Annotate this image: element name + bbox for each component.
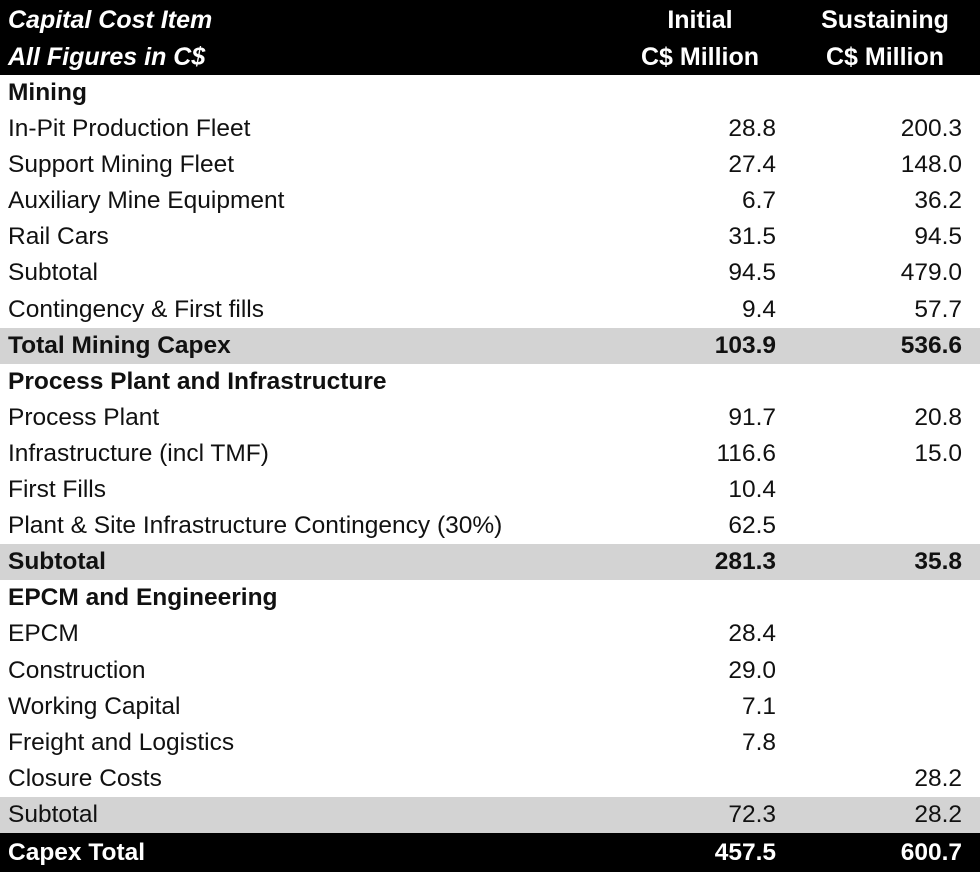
- table-row: Working Capital 7.1: [0, 689, 980, 725]
- initial-value: 28.4: [728, 620, 776, 648]
- initial-value: 31.5: [728, 223, 776, 251]
- sustaining-value: 15.0: [914, 439, 962, 467]
- table-row: Closure Costs 28.2: [0, 761, 980, 797]
- initial-value: 27.4: [728, 151, 776, 179]
- row-label: Infrastructure (incl TMF): [8, 439, 269, 467]
- row-label: Subtotal: [8, 259, 98, 287]
- row-label: Construction: [8, 656, 146, 684]
- row-label: Subtotal: [8, 548, 106, 576]
- row-label: Working Capital: [8, 692, 181, 720]
- initial-value: 457.5: [714, 838, 776, 866]
- subtotal-row: Total Mining Capex 103.9 536.6: [0, 327, 980, 364]
- sustaining-value: 35.8: [914, 548, 962, 576]
- table-row: Infrastructure (incl TMF) 116.6 15.0: [0, 436, 980, 472]
- row-label: Capex Total: [8, 838, 146, 866]
- section-header-row: Process Plant and Infrastructure: [0, 364, 980, 400]
- sustaining-value: 57.7: [914, 295, 962, 323]
- initial-value: 7.1: [741, 692, 776, 720]
- initial-value: 10.4: [728, 476, 776, 504]
- table-row: First Fills 10.4: [0, 472, 980, 508]
- item-column-subheader: All Figures in C$: [8, 43, 206, 71]
- row-label: Closure Costs: [8, 764, 162, 792]
- row-label: Rail Cars: [8, 223, 109, 251]
- capex-total-row: Capex Total 457.5 600.7: [0, 832, 980, 872]
- sustaining-column-header: Sustaining: [821, 6, 949, 34]
- table-body: Mining In-Pit Production Fleet 28.8 200.3 Su…: [0, 75, 980, 833]
- initial-value: 94.5: [728, 259, 776, 287]
- table-row: Subtotal 94.5 479.0: [0, 255, 980, 291]
- table-row: Process Plant 91.7 20.8: [0, 400, 980, 436]
- row-label: Mining: [8, 79, 87, 106]
- initial-value: 116.6: [716, 439, 777, 467]
- section-header-row: Mining: [0, 75, 980, 111]
- row-label: Subtotal: [8, 800, 98, 828]
- table-row: Rail Cars 31.5 94.5: [0, 219, 980, 255]
- table-row: Construction 29.0: [0, 653, 980, 689]
- row-label: Auxiliary Mine Equipment: [8, 187, 285, 215]
- row-label: In-Pit Production Fleet: [8, 115, 251, 143]
- initial-column-unit: C$ Million: [640, 43, 760, 71]
- row-label: Support Mining Fleet: [8, 151, 235, 179]
- row-label: Process Plant and Infrastructure: [8, 367, 387, 395]
- initial-value: 281.3: [714, 548, 776, 576]
- row-label: Contingency & First fills: [8, 295, 264, 323]
- initial-value: 28.8: [728, 115, 776, 143]
- row-label: Plant & Site Infrastructure Contingency …: [8, 512, 503, 540]
- subtotal-row: Subtotal 72.3 28.2: [0, 796, 980, 833]
- row-label: Process Plant: [8, 403, 160, 431]
- table-header: Capital Cost Item All Figures in C$ Init…: [0, 0, 980, 75]
- initial-value: 7.8: [741, 728, 776, 756]
- initial-value: 72.3: [728, 800, 776, 828]
- sustaining-value: 36.2: [914, 187, 962, 215]
- sustaining-value: 28.2: [914, 800, 962, 828]
- initial-value: 62.5: [728, 512, 776, 540]
- sustaining-value: 20.8: [914, 403, 962, 431]
- initial-value: 91.7: [728, 403, 776, 431]
- initial-value: 29.0: [728, 656, 776, 684]
- sustaining-value: 200.3: [900, 115, 962, 143]
- initial-value: 9.4: [741, 295, 776, 323]
- table-row: Support Mining Fleet 27.4 148.0: [0, 147, 980, 183]
- table-row: Freight and Logistics 7.8: [0, 725, 980, 761]
- subtotal-row: Subtotal 281.3 35.8: [0, 544, 980, 581]
- sustaining-value: 479.0: [900, 259, 962, 287]
- initial-column-header: Initial: [667, 6, 733, 34]
- sustaining-value: 94.5: [914, 223, 962, 251]
- item-column-header: Capital Cost Item: [8, 6, 213, 34]
- sustaining-value: 28.2: [914, 764, 962, 792]
- row-label: Freight and Logistics: [8, 728, 235, 756]
- table-row: Plant & Site Infrastructure Contingency …: [0, 508, 980, 544]
- initial-value: 6.7: [741, 187, 776, 215]
- table-row: In-Pit Production Fleet 28.8 200.3: [0, 111, 980, 147]
- table-row: Auxiliary Mine Equipment 6.7 36.2: [0, 183, 980, 219]
- row-label: Total Mining Capex: [8, 331, 231, 359]
- sustaining-value: 148.0: [900, 151, 962, 179]
- sustaining-column-unit: C$ Million: [825, 43, 945, 71]
- initial-value: 103.9: [714, 331, 776, 359]
- section-header-row: EPCM and Engineering: [0, 580, 980, 616]
- table-row: EPCM 28.4: [0, 616, 980, 652]
- table-row: Contingency & First fills 9.4 57.7: [0, 292, 980, 328]
- row-label: First Fills: [8, 476, 106, 504]
- sustaining-value: 600.7: [900, 838, 962, 866]
- sustaining-value: 536.6: [900, 331, 962, 359]
- row-label: EPCM and Engineering: [8, 584, 278, 612]
- row-label: EPCM: [8, 620, 79, 648]
